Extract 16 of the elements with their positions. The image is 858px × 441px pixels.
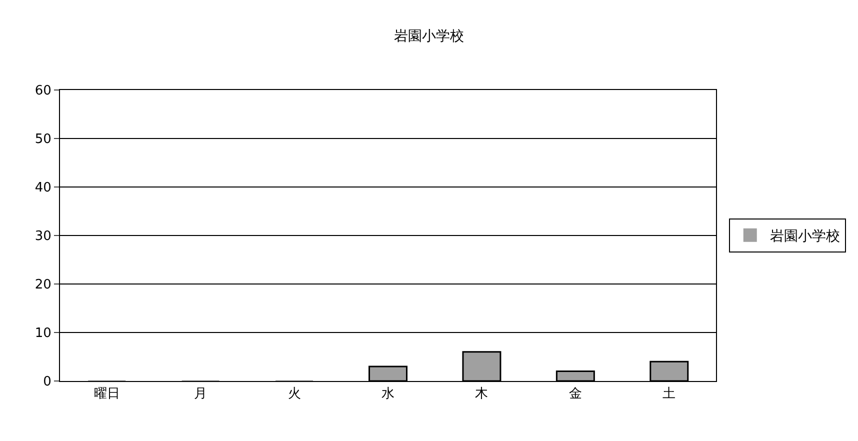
y-tick-label: 0	[43, 374, 52, 390]
y-tick-label: 50	[34, 132, 52, 148]
chart-title: 岩園小学校	[394, 28, 464, 45]
legend-label: 岩園小学校	[770, 228, 840, 245]
x-tick-label: 月	[194, 386, 208, 402]
x-tick-label: 曜日	[94, 386, 120, 402]
x-tick-label: 火	[288, 386, 301, 402]
y-tick-label: 30	[34, 229, 52, 244]
x-tick-label: 土	[662, 386, 676, 402]
y-tick-label: 40	[34, 180, 52, 196]
x-tick-label: 金	[568, 386, 582, 402]
y-tick-label: 60	[34, 84, 52, 99]
y-tick-label: 20	[34, 278, 52, 293]
x-tick-label: 木	[475, 386, 488, 402]
x-tick-label: 水	[382, 386, 394, 402]
y-tick-label: 10	[34, 326, 52, 342]
